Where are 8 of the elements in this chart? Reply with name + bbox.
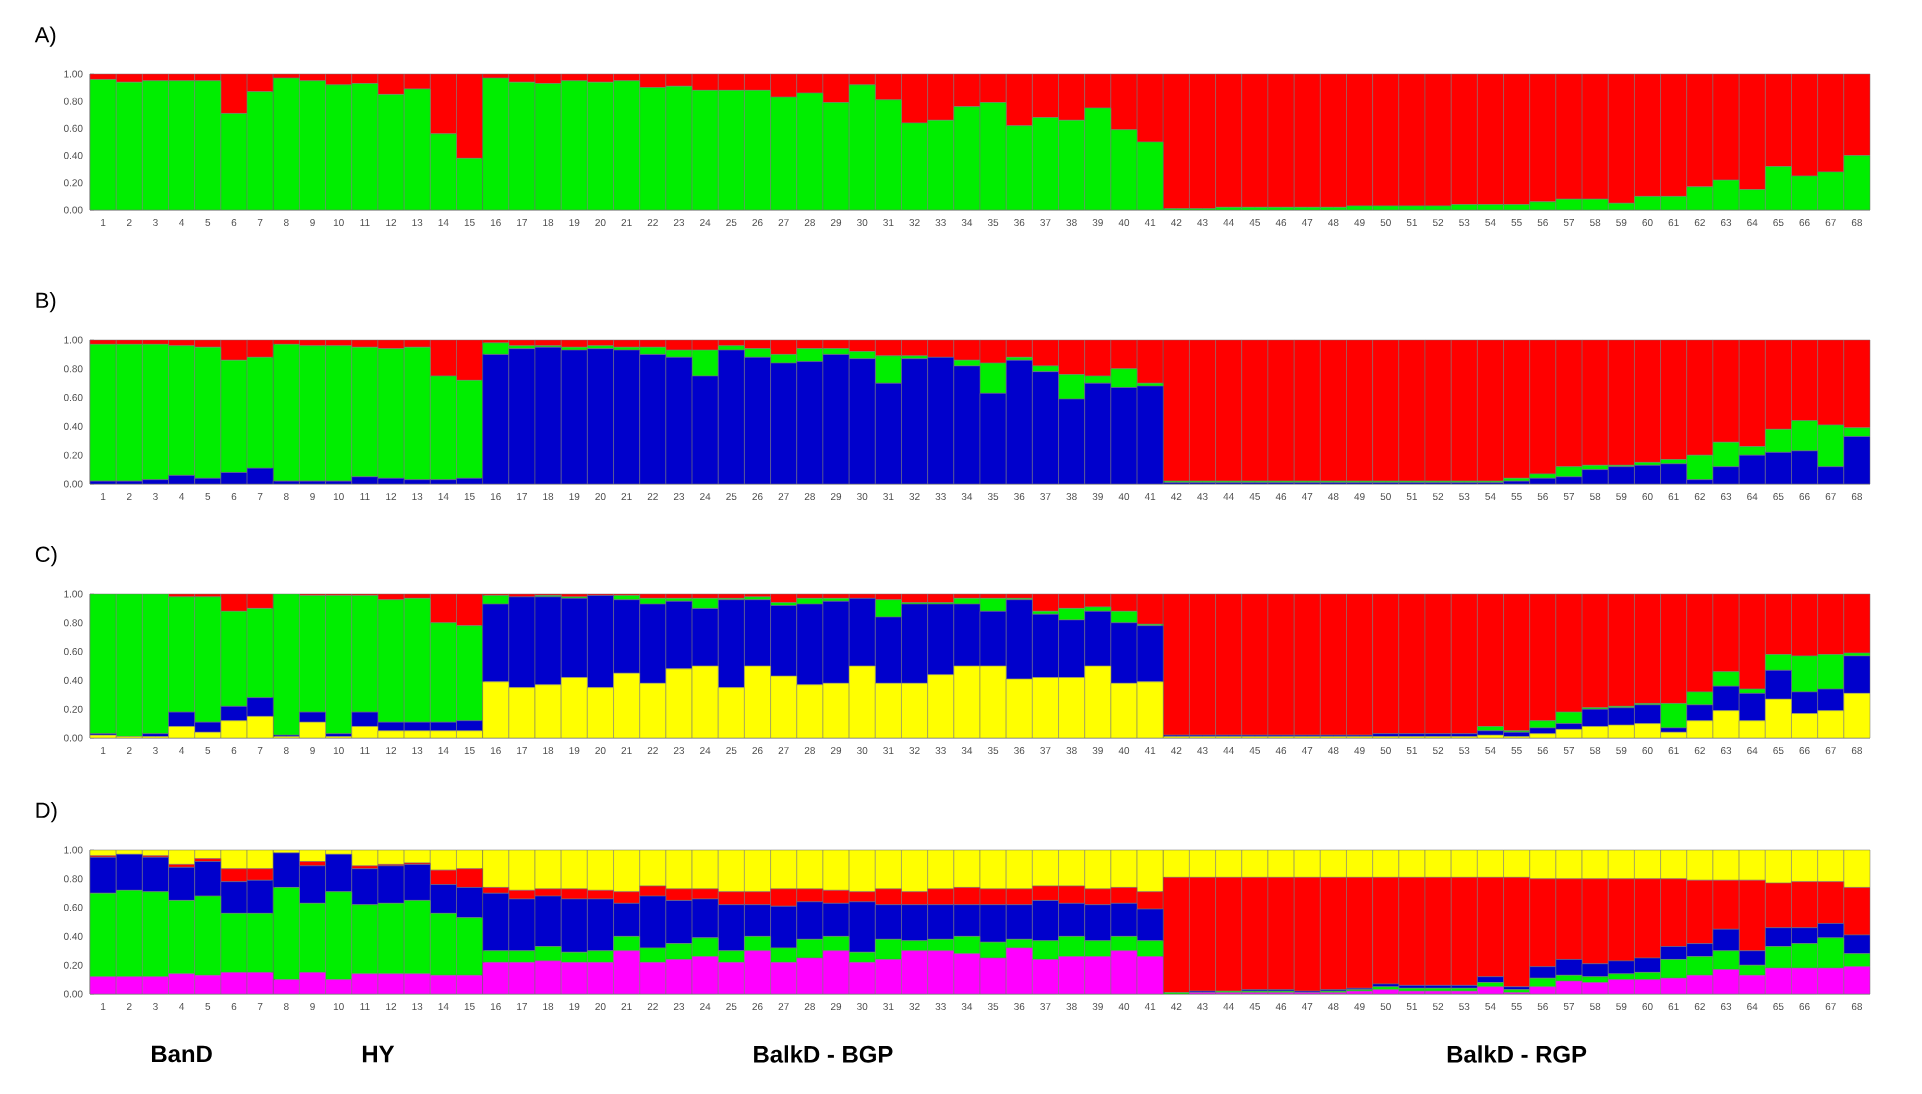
chart-title: B)	[36, 291, 56, 313]
chart-title: D)	[36, 801, 57, 823]
text: BanD	[151, 1045, 212, 1063]
text: BalkD - RGP	[1447, 1045, 1587, 1063]
chart-title: C)	[35, 545, 57, 567]
text: BalkD - BGP	[754, 1045, 893, 1063]
text: HY	[362, 1045, 395, 1063]
chart-title: A)	[34, 26, 56, 47]
